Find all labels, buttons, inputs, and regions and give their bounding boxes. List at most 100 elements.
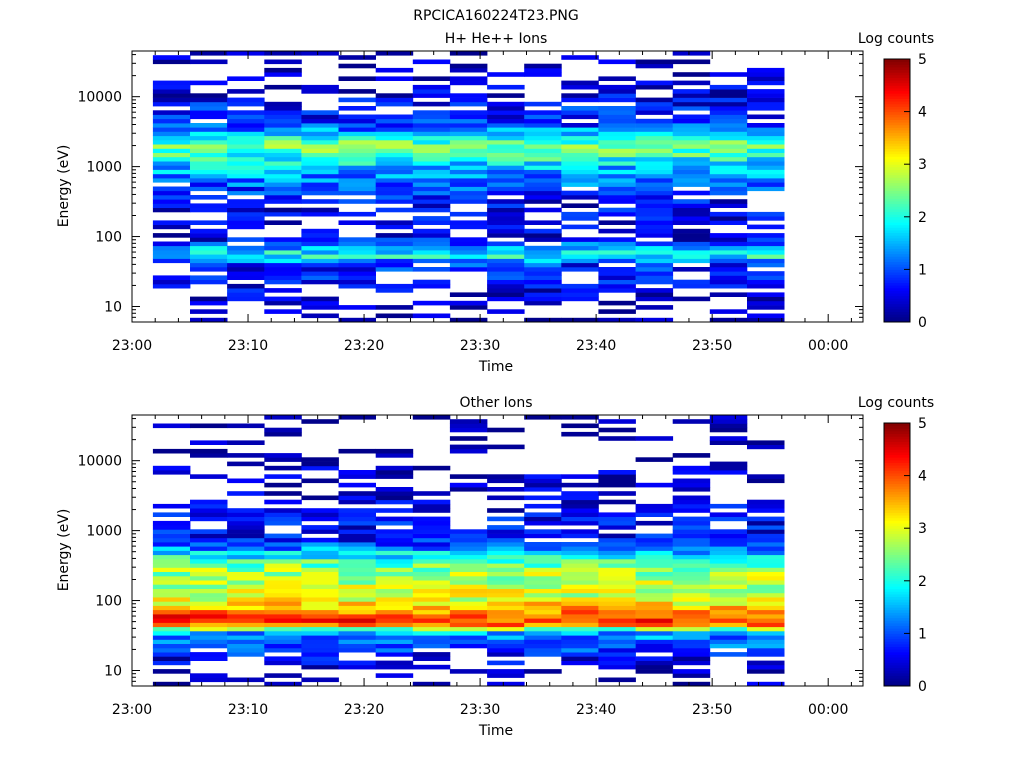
heatmap-cell [561, 178, 599, 183]
heatmap-cell [635, 457, 674, 462]
heatmap-cell [524, 542, 562, 547]
heatmap-cell [747, 292, 785, 297]
heatmap-cell [227, 567, 265, 572]
colorbar-segment [884, 467, 910, 471]
heatmap-cell [598, 609, 636, 615]
heatmap-cell [338, 664, 376, 670]
colorbar-segment [884, 85, 910, 89]
heatmap-cell [338, 482, 376, 488]
heatmap-cell [598, 267, 636, 272]
heatmap-cell [598, 250, 636, 255]
heatmap-cell [301, 165, 339, 170]
heatmap-cell [598, 537, 636, 543]
heatmap-cell [152, 669, 191, 674]
colorbar-segment [884, 314, 910, 318]
heatmap-cell [561, 660, 599, 666]
heatmap-cell [747, 313, 785, 319]
colorbar-segment [884, 153, 910, 157]
heatmap-cell [301, 457, 339, 462]
x-tick-label: 23:40 [576, 702, 616, 718]
x-tick-label: 23:00 [112, 702, 152, 718]
heatmap-cell [375, 186, 414, 192]
heatmap-cell [672, 571, 711, 577]
colorbar-segment [884, 609, 910, 613]
heatmap-cell [338, 258, 376, 264]
colorbar-segment [884, 636, 910, 640]
heatmap-cell [524, 643, 562, 649]
heatmap-cell [561, 195, 599, 200]
colorbar-segment [884, 446, 910, 450]
heatmap-cell [487, 508, 525, 513]
heatmap-cell [487, 597, 525, 602]
heatmap-cell [524, 178, 562, 183]
heatmap-cell [524, 67, 562, 73]
heatmap-cell [264, 59, 302, 65]
heatmap-cell [264, 127, 302, 132]
heatmap-cell [375, 169, 414, 175]
heatmap-cell [264, 237, 302, 242]
heatmap-cell [709, 131, 748, 137]
heatmap-cell [375, 448, 414, 454]
colorbar-segment [884, 158, 910, 163]
heatmap-cell [264, 635, 302, 640]
heatmap-cell [412, 559, 451, 564]
heatmap-cell [412, 178, 451, 183]
heatmap-cell [524, 626, 562, 632]
colorbar-segment [884, 570, 910, 574]
heatmap-cell [709, 199, 748, 204]
heatmap-cell [747, 156, 785, 162]
heatmap-cell [338, 567, 376, 572]
heatmap-cell [301, 647, 339, 653]
colorbar-segment [884, 293, 910, 297]
colorbar-segment [884, 501, 910, 506]
heatmap-cell [227, 571, 265, 577]
heatmap-cell [152, 465, 191, 471]
heatmap-cell [227, 178, 265, 183]
heatmap-cell [709, 550, 748, 556]
heatmap-cell [449, 643, 488, 649]
heatmap-cell [412, 156, 451, 162]
heatmap-cell [301, 516, 339, 522]
heatmap-cell [598, 258, 636, 264]
colorbar-segment [884, 298, 910, 302]
heatmap-cell [264, 431, 302, 437]
heatmap-cell [672, 550, 711, 556]
colorbar-segment [884, 588, 910, 592]
heatmap-cell [264, 245, 302, 251]
heatmap-cell [598, 491, 636, 496]
heatmap-cell [598, 499, 636, 505]
heatmap-cell [709, 186, 748, 192]
heatmap-cell [264, 135, 302, 141]
colorbar-segment [884, 472, 910, 477]
heatmap-cell [672, 250, 711, 255]
heatmap-cell [487, 148, 525, 153]
colorbar-segment [884, 496, 910, 500]
heatmap-cell [709, 652, 748, 657]
heatmap-cell [672, 216, 711, 221]
heatmap-cell [449, 220, 488, 225]
heatmap-cell [338, 106, 376, 111]
colorbar-segment [884, 87, 910, 92]
heatmap-cell [338, 529, 376, 534]
heatmap-cell [375, 508, 414, 513]
heatmap-cell [709, 639, 748, 644]
heatmap-cell [635, 228, 674, 234]
heatmap-cell [449, 123, 488, 128]
heatmap-cell [524, 597, 562, 602]
heatmap-cell [598, 135, 636, 141]
heatmap-cell [375, 474, 414, 479]
heatmap-cell [598, 139, 636, 145]
heatmap-cell [190, 499, 228, 505]
colorbar-segment [884, 174, 910, 178]
heatmap-cell [709, 503, 748, 509]
colorbar-segment [884, 586, 910, 590]
heatmap-cell [375, 258, 414, 264]
heatmap-cell [524, 567, 562, 572]
heatmap-cell [524, 173, 562, 179]
heatmap-cell [264, 609, 302, 615]
heatmap-cell [152, 250, 191, 255]
heatmap-cell [412, 127, 451, 132]
heatmap-cell [375, 114, 414, 120]
heatmap-cell [152, 275, 191, 280]
heatmap-cell [747, 237, 785, 242]
